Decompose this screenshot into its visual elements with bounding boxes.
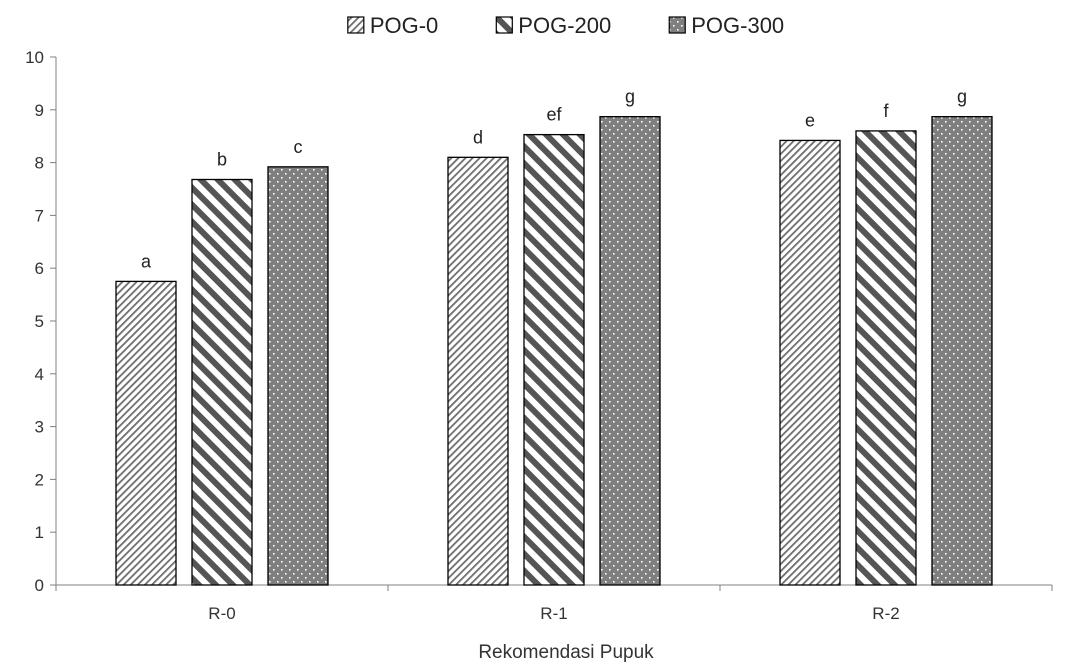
data-label: a (141, 251, 152, 271)
y-tick-label: 2 (35, 470, 44, 489)
x-axis-title: Rekomendasi Pupuk (478, 642, 654, 663)
x-tick-label: R-1 (540, 604, 567, 623)
data-label: ef (546, 105, 562, 125)
data-label: c (294, 137, 303, 157)
bar-pog-0-r-1 (447, 156, 509, 586)
legend-swatch-pog-200 (495, 16, 513, 34)
data-label: g (957, 87, 967, 107)
bar-pog-0-r-2 (779, 139, 841, 586)
y-tick-label: 4 (35, 365, 44, 384)
data-label: b (217, 149, 227, 169)
data-label: f (883, 101, 889, 121)
bar-pog-300-r-0 (267, 166, 329, 586)
y-tick-label: 9 (35, 101, 44, 120)
legend-label: POG-0 (370, 13, 438, 38)
x-axis: R-0 R-1 R-2 (55, 584, 1053, 623)
legend-label: POG-300 (691, 13, 784, 38)
y-axis: 0 1 2 3 4 5 6 7 8 9 10 (25, 48, 57, 595)
legend-swatch-pog-300 (668, 16, 686, 34)
bar-pog-200-r-1 (523, 133, 585, 586)
legend-label: POG-200 (518, 13, 611, 38)
y-tick-label: 0 (35, 576, 44, 595)
x-tick-label: R-2 (872, 604, 899, 623)
bar-pog-200-r-2 (855, 130, 917, 586)
bar-pog-300-r-1 (599, 116, 661, 586)
data-label: g (625, 87, 635, 107)
x-tick-label: R-0 (208, 604, 235, 623)
legend: POG-0 POG-200 POG-300 (347, 13, 784, 38)
data-label: e (805, 110, 815, 130)
bar-pog-0-r-0 (115, 280, 177, 586)
bars (115, 116, 993, 586)
legend-swatch-pog-0 (347, 16, 365, 34)
y-tick-label: 3 (35, 418, 44, 437)
y-tick-label: 10 (25, 48, 44, 67)
y-tick-label: 5 (35, 312, 44, 331)
bar-pog-200-r-0 (191, 178, 253, 586)
data-label: d (473, 127, 483, 147)
y-tick-label: 7 (35, 206, 44, 225)
y-tick-label: 1 (35, 523, 44, 542)
bar-pog-300-r-2 (931, 116, 993, 586)
y-tick-label: 8 (35, 154, 44, 173)
y-tick-label: 6 (35, 259, 44, 278)
